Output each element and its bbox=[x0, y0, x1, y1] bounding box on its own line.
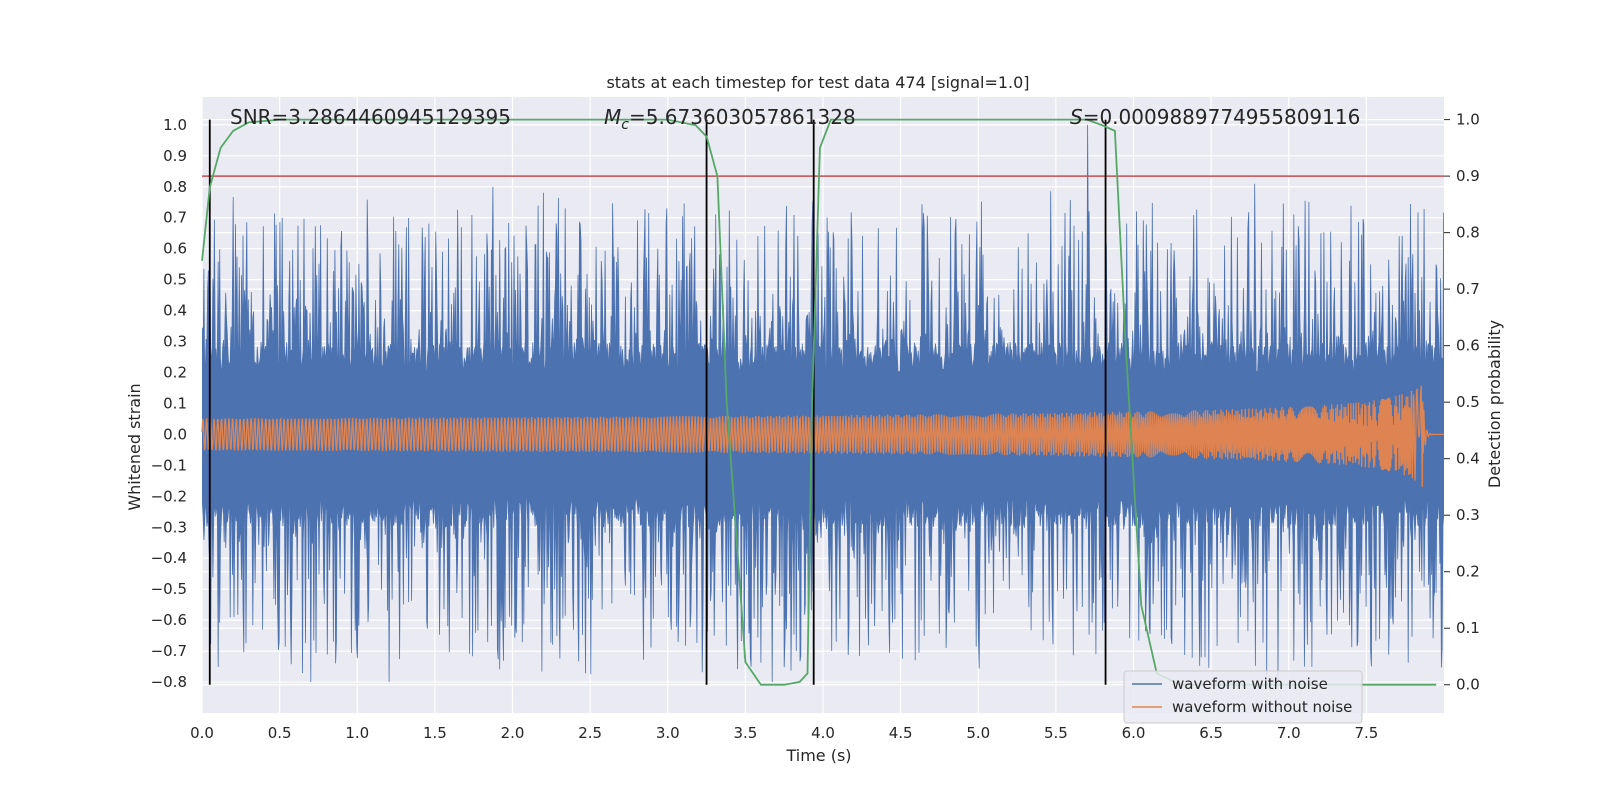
x-tick-label: 0.5 bbox=[268, 724, 292, 742]
y-tick-label: −0.6 bbox=[151, 611, 187, 629]
y-tick-label: −0.3 bbox=[151, 518, 187, 536]
y-tick-label: −0.2 bbox=[151, 487, 187, 505]
right-tick-label: 0.8 bbox=[1456, 224, 1480, 242]
y-tick-label: 0.7 bbox=[163, 209, 187, 227]
x-tick-label: 3.5 bbox=[733, 724, 757, 742]
x-tick-label: 1.0 bbox=[345, 724, 369, 742]
right-tick-label: 0.9 bbox=[1456, 167, 1480, 185]
detection-probability-line bbox=[201, 118, 1437, 686]
right-tick-label: 0.2 bbox=[1456, 563, 1480, 581]
x-tick-label: 3.0 bbox=[656, 724, 680, 742]
y-tick-label: −0.4 bbox=[151, 549, 187, 567]
right-tick-label: 0.7 bbox=[1456, 280, 1480, 298]
x-tick-label: 5.5 bbox=[1044, 724, 1068, 742]
x-tick-label: 2.0 bbox=[501, 724, 525, 742]
y-tick-label: 0.1 bbox=[163, 394, 187, 412]
snr-annotation: SNR=3.2864460945129395 bbox=[230, 105, 511, 129]
x-tick-label: 7.0 bbox=[1277, 724, 1301, 742]
chirp-mass-annotation: Mc=5.673603057861328 bbox=[604, 105, 856, 133]
x-tick-label: 4.5 bbox=[889, 724, 913, 742]
plot-content bbox=[201, 118, 1444, 686]
x-tick-label: 5.0 bbox=[966, 724, 990, 742]
chirp-mass-value: =5.673603057861328 bbox=[629, 105, 856, 129]
x-tick-label: 0.0 bbox=[190, 724, 214, 742]
chart-title: stats at each timestep for test data 474… bbox=[606, 73, 1029, 92]
legend-label-clean: waveform without noise bbox=[1172, 698, 1352, 716]
x-tick-label: 1.5 bbox=[423, 724, 447, 742]
y-tick-label: 0.3 bbox=[163, 333, 187, 351]
y-tick-label: 0.4 bbox=[163, 302, 187, 320]
y-tick-label: 0.8 bbox=[163, 178, 187, 196]
legend: waveform with noise waveform without noi… bbox=[1123, 670, 1363, 724]
y-tick-label: −0.8 bbox=[151, 673, 187, 691]
x-tick-label: 4.0 bbox=[811, 724, 835, 742]
y-tick-label: 0.0 bbox=[163, 425, 187, 443]
waveform-without-noise bbox=[201, 385, 1444, 487]
legend-box bbox=[1123, 670, 1363, 724]
chirp-mass-subscript: c bbox=[621, 117, 629, 133]
right-axis-ticks: 1.0 0.9 0.8 0.7 0.6 0.5 0.4 0.3 0.2 0.1 0.0 bbox=[1444, 111, 1480, 694]
x-tick-label: 6.5 bbox=[1199, 724, 1223, 742]
x-axis-ticks: 0.0 0.5 1.0 1.5 2.0 2.5 3.0 3.5 4.0 4.5 5.0 5.5 6.0 6… bbox=[190, 724, 1378, 742]
s-symbol: S bbox=[1070, 105, 1083, 129]
right-axis-label: Detection probability bbox=[1485, 320, 1504, 488]
y-axis-ticks: 1.0 0.9 0.8 0.7 0.6 0.5 0.4 0.3 0.2 0.1 0.0 −0.1 −0.… bbox=[151, 116, 187, 691]
y-tick-label: 1.0 bbox=[163, 116, 187, 134]
x-tick-label: 6.0 bbox=[1122, 724, 1146, 742]
x-axis-label: Time (s) bbox=[785, 746, 851, 765]
right-tick-label: 0.5 bbox=[1456, 393, 1480, 411]
right-tick-label: 0.1 bbox=[1456, 619, 1480, 637]
right-tick-label: 0.3 bbox=[1456, 506, 1480, 524]
y-axis-label: Whitened strain bbox=[125, 383, 144, 510]
y-tick-label: 0.2 bbox=[163, 363, 187, 381]
legend-label-noisy: waveform with noise bbox=[1172, 675, 1328, 693]
y-tick-label: 0.9 bbox=[163, 147, 187, 165]
y-tick-label: −0.5 bbox=[151, 580, 187, 598]
y-tick-label: 0.5 bbox=[163, 271, 187, 289]
chirp-mass-symbol: M bbox=[604, 105, 621, 129]
s-value: =0.0009889774955809116 bbox=[1083, 105, 1361, 129]
s-annotation: S=0.0009889774955809116 bbox=[1070, 105, 1360, 129]
x-tick-label: 2.5 bbox=[578, 724, 602, 742]
x-tick-label: 7.5 bbox=[1354, 724, 1378, 742]
waveform-with-noise bbox=[202, 124, 1444, 683]
right-tick-label: 0.0 bbox=[1456, 676, 1480, 694]
y-tick-label: −0.1 bbox=[151, 456, 187, 474]
y-tick-label: −0.7 bbox=[151, 642, 187, 660]
right-tick-label: 0.4 bbox=[1456, 450, 1480, 468]
y-tick-label: 0.6 bbox=[163, 240, 187, 258]
right-tick-label: 0.6 bbox=[1456, 337, 1480, 355]
right-tick-label: 1.0 bbox=[1456, 111, 1480, 129]
